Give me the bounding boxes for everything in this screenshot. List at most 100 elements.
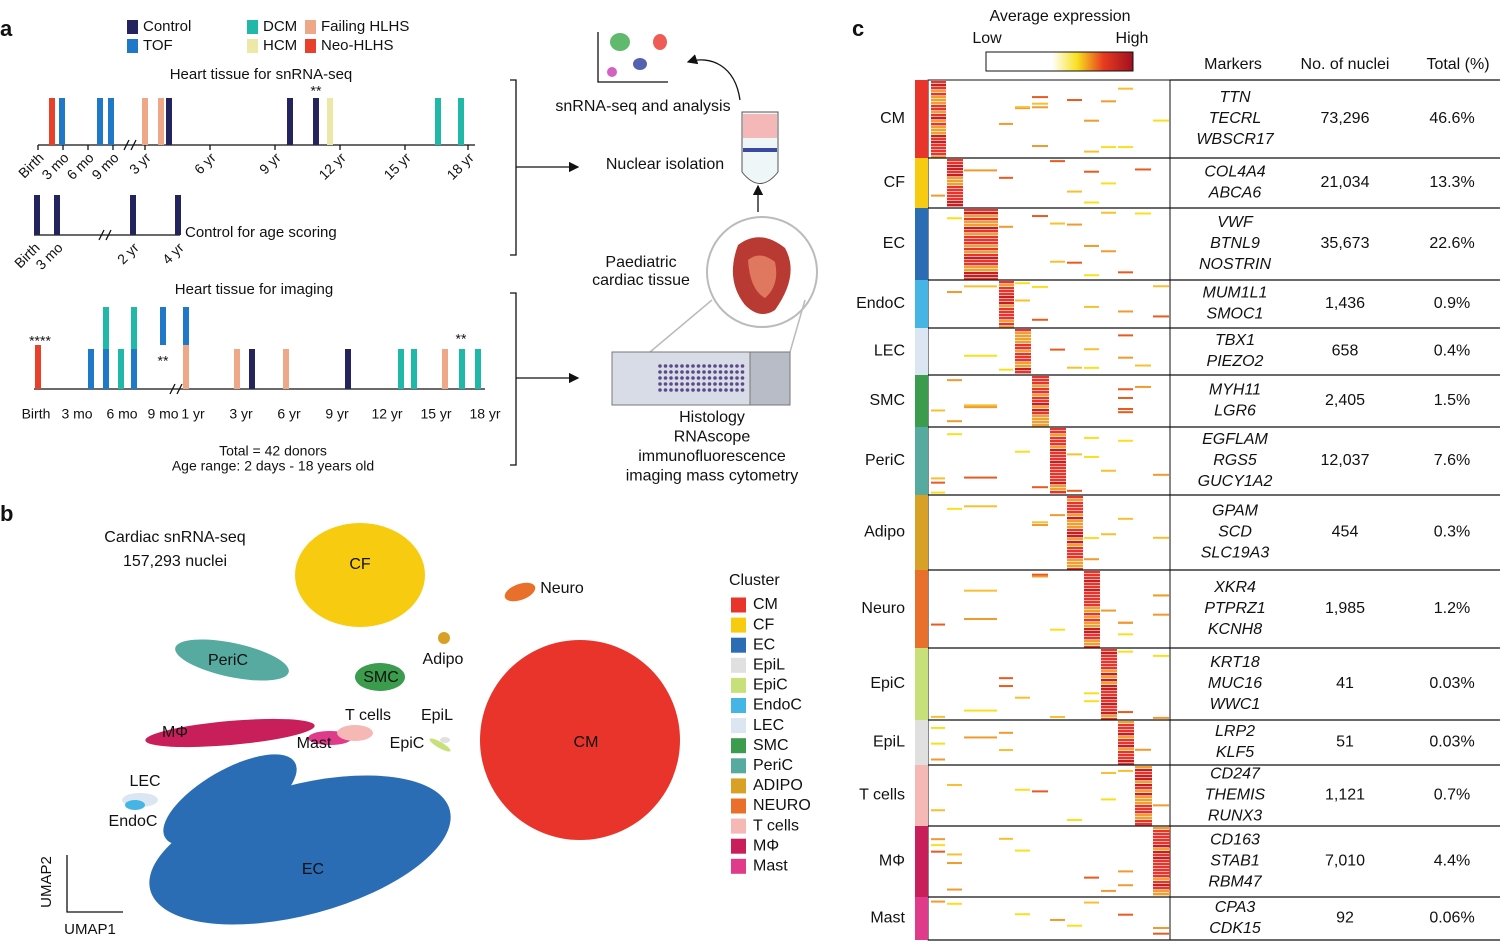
heatmap-stripe [1101, 682, 1117, 685]
heatmap-stripe [964, 589, 997, 592]
heatmap-stripe [947, 291, 962, 294]
workflow-text: RNAscope [674, 429, 751, 446]
legend-swatch [731, 637, 746, 653]
heatmap-stripe [1084, 119, 1099, 122]
heatmap-stripe [947, 204, 963, 207]
donor-bar [411, 349, 417, 389]
slide-dot [724, 364, 728, 368]
heatmap-stripe [1153, 848, 1170, 851]
heatmap-stripe [1101, 609, 1116, 612]
slide-dot [674, 370, 679, 374]
heatmap-stripe [1153, 890, 1170, 893]
heatmap-stripe [1067, 556, 1083, 559]
heatmap-stripe [1135, 778, 1152, 781]
heatmap-stripe [964, 263, 998, 266]
heatmap-stripe [1015, 365, 1031, 368]
heatmap-stripe [931, 93, 946, 96]
slide-dots [658, 364, 745, 392]
marker-gene: MUM1L1 [1203, 285, 1268, 302]
heatmap-stripe [1118, 745, 1134, 748]
heatmap-stripe [1101, 706, 1117, 709]
tick-label: Birth [22, 406, 51, 422]
marker-gene: KCNH8 [1208, 621, 1262, 638]
slide-dot [691, 364, 695, 368]
heatmap-stripe [1067, 535, 1083, 538]
row-color [915, 495, 928, 570]
timeline-title: Heart tissue for imaging [175, 281, 333, 298]
heatmap-stripe [931, 900, 945, 903]
colorbar [985, 51, 1134, 72]
heatmap-stripe [1135, 796, 1152, 799]
workflow-text: immunofluorescence [638, 448, 786, 465]
workflow-text: imaging mass cytometry [626, 468, 799, 485]
heatmap-stripe [1084, 622, 1100, 625]
donor-bar [459, 349, 465, 389]
heatmap-stripe [1118, 334, 1133, 337]
heatmap-stripe [1067, 924, 1082, 927]
marker-gene: WBSCR17 [1196, 131, 1274, 148]
heatmap-stripe [1050, 443, 1066, 446]
heatmap-stripe [1032, 524, 1048, 527]
nuclei-count: 41 [1336, 675, 1354, 692]
heatmap-stripe [931, 477, 945, 480]
legend-label: ADIPO [753, 777, 803, 794]
row-color [915, 648, 928, 720]
curved-arrow [686, 54, 741, 101]
slide-dot [713, 382, 717, 386]
heatmap-stripe [1101, 211, 1116, 214]
heatmap-stripe [999, 314, 1014, 317]
heatmap-stripe [1032, 215, 1048, 218]
heatmap-stripe [1118, 736, 1134, 739]
heatmap-stripe [964, 272, 998, 275]
heatmap-stripe [1032, 394, 1049, 397]
tick-label: 4 yr [159, 239, 187, 267]
heatmap-stripe [1050, 479, 1066, 482]
heatmap-stripe [1032, 424, 1049, 427]
donor-bar [327, 98, 333, 145]
umap-label: CM [574, 734, 599, 751]
heatmap-stripe [931, 135, 946, 138]
tick-label: 3 mo [38, 149, 71, 182]
heatmap-stripe [931, 123, 946, 126]
heatmap-stripe [999, 176, 1013, 179]
heatmap-stripe [999, 287, 1014, 290]
slide-dot [685, 388, 690, 392]
heatmap-stripe [1084, 610, 1100, 613]
heatmap-stripe [947, 174, 963, 177]
slide-dot [740, 370, 745, 374]
percentage: 7.6% [1434, 452, 1470, 469]
heatmap-stripe [947, 507, 962, 510]
row-color [915, 375, 928, 427]
heatmap-stripe [1118, 517, 1133, 520]
heatmap-stripe [964, 215, 998, 218]
heatmap-stripe [1153, 536, 1169, 539]
row-label: MΦ [879, 853, 905, 870]
heatmap-stripe [1067, 489, 1082, 492]
annotation: ** [456, 331, 467, 347]
marker-gene: GPAM [1212, 503, 1259, 520]
heatmap-stripe [1118, 870, 1133, 873]
row-label: EpiC [870, 675, 905, 692]
heatmap-stripe [1084, 601, 1100, 604]
heatmap-stripe [1067, 223, 1082, 226]
heatmap-stripe [1135, 802, 1152, 805]
heatmap-stripe [931, 108, 946, 111]
heatmap-stripe [999, 302, 1014, 305]
heatmap-stripe [1050, 446, 1066, 449]
legend-swatch [305, 39, 316, 53]
heatmap-stripe [931, 117, 946, 120]
marker-gene: SCD [1218, 524, 1252, 541]
summary: Age range: 2 days - 18 years old [172, 458, 374, 474]
mini-cluster [607, 67, 617, 77]
heatmap-stripe [947, 180, 963, 183]
heatmap-stripe [999, 326, 1014, 329]
heatmap-stripe [1084, 583, 1100, 586]
slide-dot [718, 376, 723, 380]
axis-label: UMAP1 [64, 921, 116, 938]
heatmap-stripe [1084, 628, 1100, 631]
heatmap-stripe [1084, 366, 1099, 369]
heatmap-stripe [1067, 511, 1083, 514]
heatmap-stripe [1067, 553, 1083, 556]
heatmap-stripe [1067, 99, 1082, 102]
slide-dot [718, 382, 723, 386]
